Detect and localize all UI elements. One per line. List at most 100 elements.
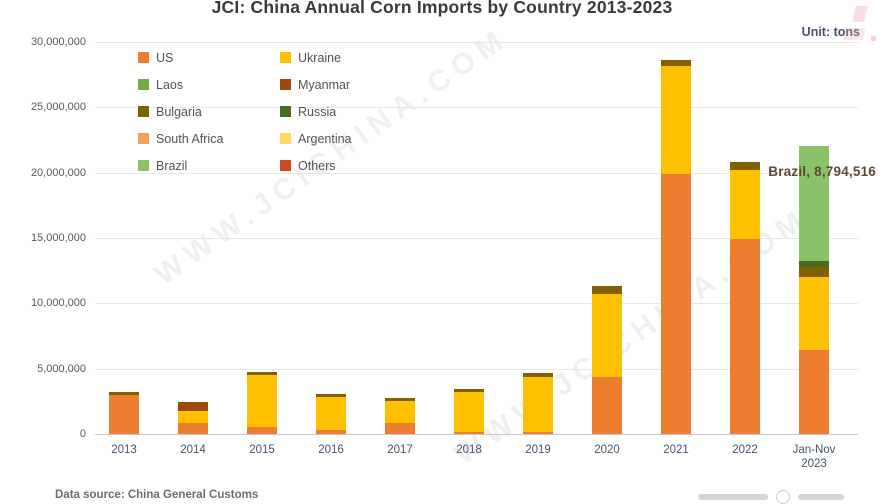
bar-segment-us [385, 422, 415, 434]
bar-segment-ukraine [454, 391, 484, 433]
gridline [95, 172, 858, 174]
legend-swatch-icon [280, 79, 291, 90]
x-axis-tick-label: 2016 [318, 444, 344, 456]
bar-segment-russia [799, 260, 829, 267]
gridline [95, 434, 858, 435]
x-axis-tick-label: 2020 [594, 444, 620, 456]
bar-segment-myanmar [178, 401, 208, 412]
bar-segment-ukraine [592, 293, 622, 378]
legend-label: South Africa [156, 131, 224, 146]
legend-label: Russia [298, 104, 337, 119]
x-axis-tick-label: Jan-Nov 2023 [792, 444, 836, 471]
bar-segment-bulgaria [730, 162, 760, 171]
footer-text-fragment [798, 494, 844, 500]
gridline [95, 368, 858, 370]
bar-segment-us [454, 432, 484, 434]
y-axis-tick-label: 0 [79, 428, 86, 440]
legend-swatch-icon [280, 106, 291, 117]
legend-label: Ukraine [298, 50, 342, 65]
bar-segment-bulgaria [247, 371, 277, 376]
legend-item-brazil: Brazil [138, 152, 280, 179]
legend-swatch-icon [138, 52, 149, 63]
bar-segment-bulgaria [454, 388, 484, 392]
bar-segment-ukraine [523, 377, 553, 433]
bar-segment-bulgaria [385, 398, 415, 401]
bar-segment-brazil [799, 145, 829, 261]
bar-segment-ukraine [385, 400, 415, 423]
bar-segment-us [730, 238, 760, 434]
legend-swatch-icon [280, 52, 291, 63]
legend-item-argentina: Argentina [280, 125, 352, 152]
legend-swatch-icon [280, 133, 291, 144]
gridline [95, 238, 858, 239]
bar-segment-bulgaria [109, 392, 139, 396]
legend-item-russia: Russia [280, 98, 352, 125]
gridline [95, 107, 858, 109]
bar-segment-us [109, 395, 139, 434]
legend-label: Others [298, 158, 336, 173]
legend-swatch-icon [138, 133, 149, 144]
legend: US Ukraine Laos Myanmar Bulgaria Russia South … [138, 44, 352, 179]
brazil-annotation: Brazil, 8,794,516 [768, 164, 876, 179]
unit-label: Unit: tons [801, 25, 860, 39]
gridline [95, 303, 858, 305]
bar-segment-bulgaria [661, 59, 691, 67]
bar-segment-ukraine [247, 375, 277, 427]
y-axis-tick-label: 20,000,000 [30, 166, 86, 179]
x-axis-tick-label: 2018 [456, 444, 482, 456]
legend-label: Bulgaria [156, 104, 202, 119]
bar-segment-ukraine [661, 66, 691, 174]
y-axis-tick-label: 25,000,000 [30, 101, 86, 114]
bar-segment-ukraine [730, 170, 760, 239]
legend-label: Laos [156, 77, 184, 92]
legend-item-us: US [138, 44, 280, 71]
legend-swatch-icon [280, 160, 291, 171]
legend-item-south-africa: South Africa [138, 125, 280, 152]
bar-segment-bulgaria [592, 286, 622, 294]
footer-source-text: Data source: China General Customs [55, 489, 259, 501]
bar-segment-us [316, 430, 346, 434]
copyright-icon [776, 490, 790, 504]
bar-segment-us [178, 422, 208, 434]
x-axis-tick-label: 2019 [525, 444, 551, 456]
bar-segment-us [592, 377, 622, 434]
legend-label: Myanmar [298, 77, 351, 92]
y-axis-tick-label: 15,000,000 [30, 232, 86, 244]
legend-item-ukraine: Ukraine [280, 44, 352, 71]
chart-title: JCI: China Annual Corn Imports by Countr… [211, 0, 673, 17]
bar-segment-ukraine [316, 396, 346, 431]
legend-label: Brazil [156, 158, 188, 173]
bar-segment-us [247, 426, 277, 434]
y-axis-tick-label: 5,000,000 [37, 362, 86, 375]
y-axis-tick-label: 10,000,000 [30, 297, 86, 310]
x-axis-tick-label: 2021 [663, 444, 689, 456]
legend-label: US [156, 50, 174, 65]
legend-swatch-icon [138, 79, 149, 90]
x-axis-tick-label: 2015 [249, 444, 275, 456]
bar-segment-ukraine [799, 276, 829, 351]
legend-swatch-icon [138, 160, 149, 171]
bar-segment-ukraine [178, 411, 208, 423]
x-axis-tick-label: 2013 [111, 444, 137, 456]
bar-segment-bulgaria [523, 373, 553, 378]
legend-item-laos: Laos [138, 71, 280, 98]
bar-segment-us [799, 350, 829, 434]
legend-label: Argentina [298, 131, 352, 146]
x-axis-tick-label: 2017 [387, 444, 413, 456]
footer-text-fragment [698, 494, 768, 500]
legend-item-myanmar: Myanmar [280, 71, 352, 98]
y-axis-tick-label: 30,000,000 [30, 36, 86, 48]
legend-swatch-icon [138, 106, 149, 117]
legend-item-bulgaria: Bulgaria [138, 98, 280, 125]
x-axis-tick-label: 2022 [732, 444, 758, 456]
x-axis-tick-label: 2014 [180, 444, 206, 456]
bar-segment-bulgaria [799, 266, 829, 277]
bar-segment-us [661, 173, 691, 434]
bar-segment-bulgaria [316, 394, 346, 397]
gridline [95, 42, 858, 43]
bar-segment-us [523, 432, 553, 434]
legend-item-others: Others [280, 152, 352, 179]
footer-right-decoration [698, 490, 844, 504]
